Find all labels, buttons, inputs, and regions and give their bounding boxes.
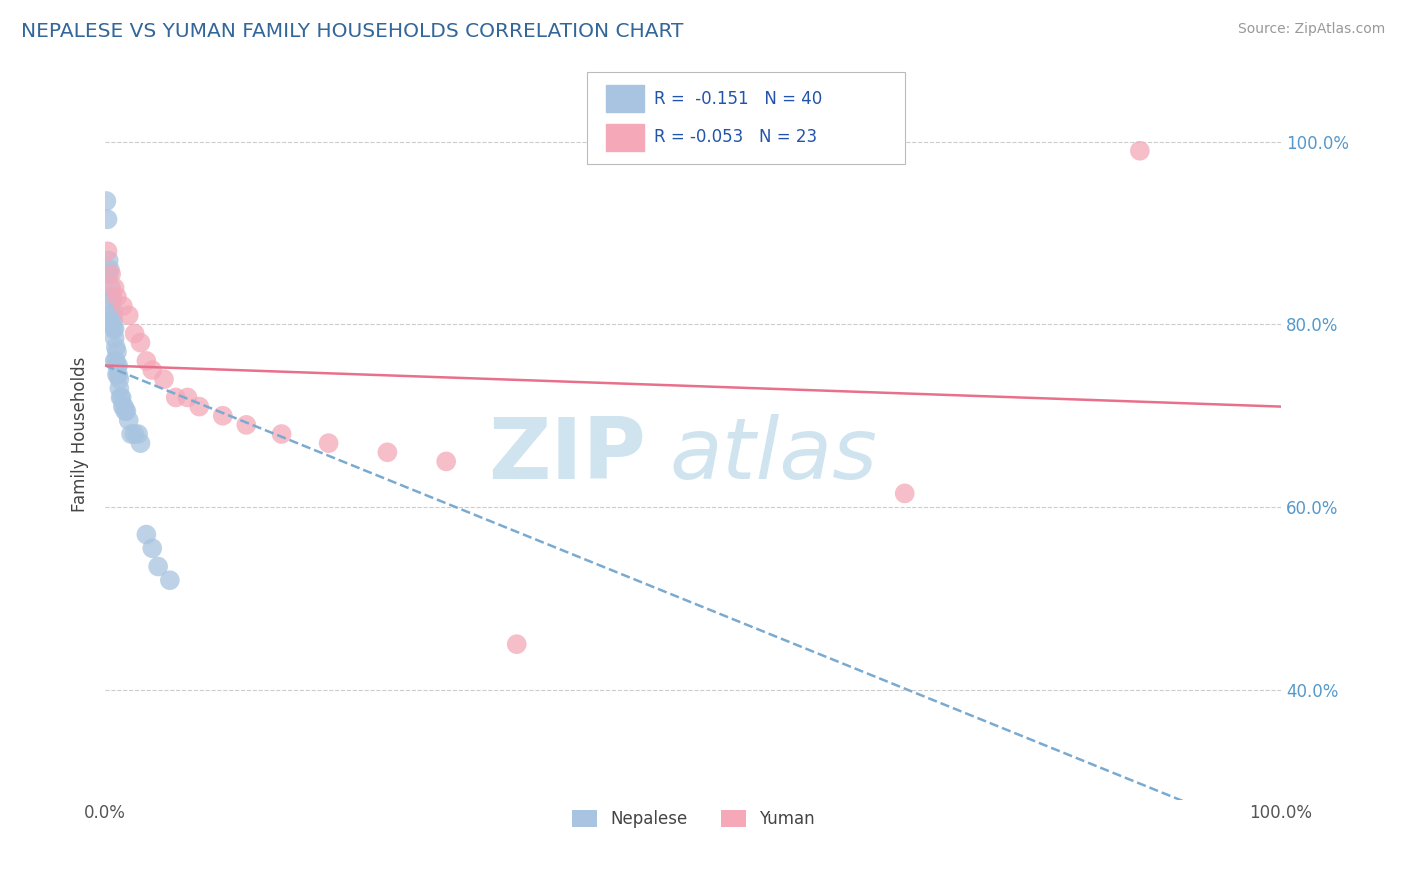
Point (111, 299, 134, 313)
Point (107, 368, 129, 382)
Point (97, 212, 120, 227)
Point (107, 359, 129, 373)
Point (118, 413, 141, 427)
Text: atlas: atlas (669, 415, 877, 498)
Point (97, 244, 120, 259)
Point (434, 454, 457, 468)
Point (105, 368, 128, 382)
Point (111, 400, 134, 414)
Point (159, 573, 181, 587)
Point (141, 541, 163, 556)
Point (108, 372, 131, 386)
Point (98, 318, 121, 332)
Point (101, 290, 124, 304)
Point (893, 486, 915, 500)
FancyBboxPatch shape (606, 86, 644, 112)
Point (506, 637, 529, 651)
Point (188, 400, 211, 414)
Point (104, 331, 127, 345)
Point (153, 372, 176, 386)
Point (98, 262, 121, 277)
Point (110, 391, 132, 405)
Point (141, 363, 163, 377)
Point (105, 290, 128, 304)
Point (103, 313, 125, 327)
Point (108, 381, 131, 395)
Point (100, 267, 122, 281)
Point (235, 417, 257, 432)
Y-axis label: Family Households: Family Households (72, 356, 89, 512)
Point (129, 436, 152, 450)
Point (1129, 144, 1152, 158)
FancyBboxPatch shape (606, 124, 644, 151)
Point (135, 354, 157, 368)
Text: Source: ZipAtlas.com: Source: ZipAtlas.com (1237, 22, 1385, 37)
Point (124, 427, 146, 442)
Point (120, 427, 142, 442)
Point (135, 527, 157, 541)
Text: R =  -0.151   N = 40: R = -0.151 N = 40 (654, 89, 823, 108)
Point (124, 326, 146, 341)
Point (129, 335, 152, 350)
Point (105, 359, 128, 373)
Point (118, 308, 141, 322)
Point (103, 322, 125, 336)
Point (96, 194, 118, 208)
Text: ZIP: ZIP (488, 415, 645, 498)
Point (97, 253, 120, 268)
Point (97, 267, 120, 281)
Point (115, 404, 138, 418)
Point (104, 354, 127, 368)
Point (104, 322, 127, 336)
Point (105, 344, 128, 359)
Text: NEPALESE VS YUMAN FAMILY HOUSEHOLDS CORRELATION CHART: NEPALESE VS YUMAN FAMILY HOUSEHOLDS CORR… (21, 22, 683, 41)
Point (104, 354, 127, 368)
Point (318, 436, 340, 450)
Point (377, 445, 399, 459)
Point (111, 391, 134, 405)
Text: R = -0.053   N = 23: R = -0.053 N = 23 (654, 128, 817, 146)
Point (270, 427, 292, 442)
Point (146, 559, 169, 574)
Point (112, 400, 135, 414)
Point (114, 404, 136, 418)
Point (100, 281, 122, 295)
FancyBboxPatch shape (588, 72, 904, 163)
Point (165, 391, 187, 405)
Point (103, 303, 125, 318)
Point (176, 391, 198, 405)
Point (104, 340, 127, 354)
Point (100, 294, 122, 309)
Legend: Nepalese, Yuman: Nepalese, Yuman (565, 804, 821, 835)
Point (211, 409, 233, 423)
Point (127, 427, 149, 442)
Point (104, 281, 127, 295)
Point (101, 308, 124, 322)
